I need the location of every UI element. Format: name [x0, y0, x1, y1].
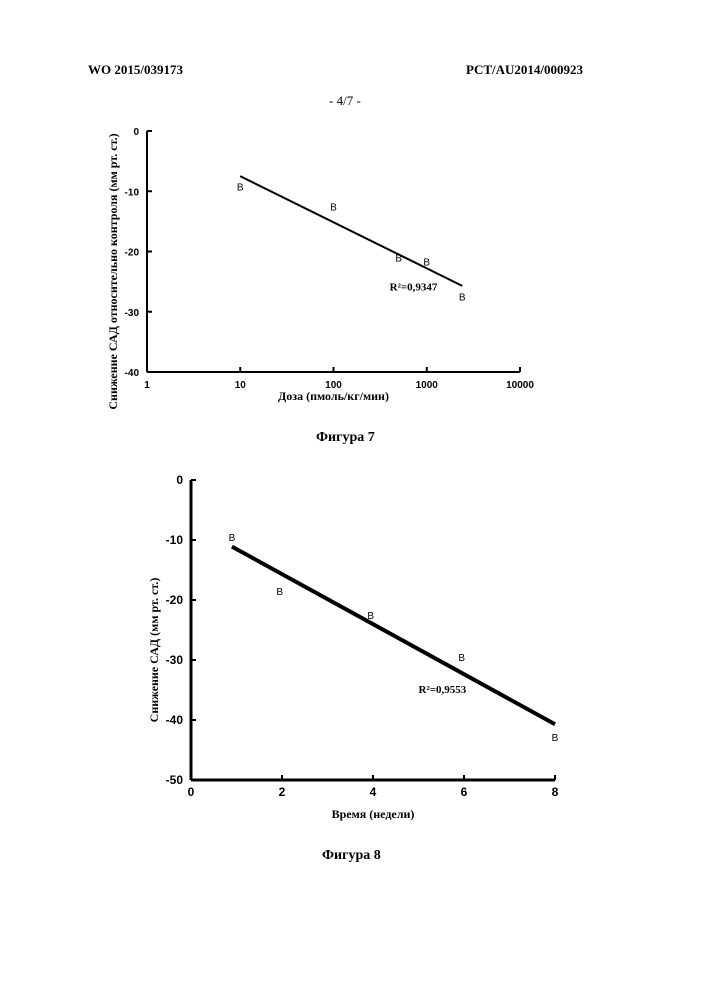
fig8-y-tick-label: -40: [166, 713, 184, 727]
fig7-x-tick-label: 100: [325, 380, 342, 391]
fig8-x-tick-label: 2: [279, 785, 286, 799]
fig7-y-axis-label: Снижение САД относительно контроля (мм р…: [106, 133, 120, 409]
fig7-y-tick-label: -20: [125, 248, 140, 259]
page-number: - 4/7 -: [329, 93, 361, 108]
fig7-data-point: B: [330, 202, 337, 213]
fig8-x-tick-label: 0: [188, 785, 195, 799]
fig7-r-squared-annotation: R²=0,9347: [390, 282, 438, 294]
fig8-y-axis-label: Снижение САД (мм рт. ст.): [147, 578, 161, 723]
fig8-data-point: B: [552, 733, 559, 744]
fig8-data-point: B: [276, 587, 283, 598]
document-id-header: WO 2015/039173: [88, 62, 183, 77]
fig7-data-point: B: [237, 182, 244, 193]
fig8-data-point: B: [367, 611, 374, 622]
figure-8-caption: Фигура 8: [322, 848, 381, 863]
fig8-regression-line: [230, 544, 556, 726]
fig8-x-tick-label: 8: [552, 785, 559, 799]
fig7-data-point: B: [423, 258, 430, 269]
fig7-y-tick-label: -40: [125, 368, 140, 379]
fig8-y-tick-label: 0: [176, 473, 183, 487]
fig8-x-axis-label: Время (недели): [332, 807, 415, 821]
fig7-x-tick-label: 1000: [416, 380, 439, 391]
fig8-data-point: B: [229, 533, 236, 544]
fig7-x-tick-label: 10: [235, 380, 247, 391]
fig8-r-squared-annotation: R²=0,9553: [419, 684, 467, 696]
fig7-data-point: B: [459, 293, 466, 304]
fig7-data-point: B: [395, 254, 402, 265]
fig8-y-tick-label: -50: [166, 773, 184, 787]
fig7-y-tick-label: -10: [125, 187, 140, 198]
figure-7-caption: Фигура 7: [316, 430, 375, 445]
fig7-x-axis-label: Доза (пмоль/кг/мин): [278, 389, 389, 403]
fig7-x-tick-label: 1: [144, 380, 150, 391]
fig7-x-tick-label: 10000: [506, 380, 534, 391]
fig7-y-tick-label: 0: [133, 127, 139, 138]
fig7-regression-line: [239, 175, 463, 287]
fig8-y-tick-label: -30: [166, 653, 184, 667]
fig8-x-tick-label: 6: [461, 785, 468, 799]
fig8-y-tick-label: -20: [166, 593, 184, 607]
fig8-x-tick-label: 4: [370, 785, 377, 799]
fig8-y-tick-label: -10: [166, 533, 184, 547]
application-id-header: PCT/AU2014/000923: [466, 62, 583, 77]
fig8-data-point: B: [458, 653, 465, 664]
fig7-y-tick-label: -30: [125, 308, 140, 319]
